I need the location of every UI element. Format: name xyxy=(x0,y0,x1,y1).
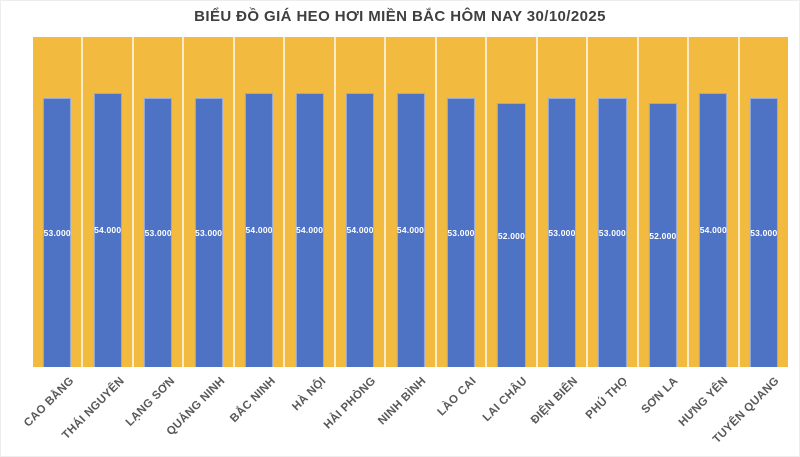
bar-value-label: 53.000 xyxy=(43,227,71,238)
bar-value-label: 54.000 xyxy=(396,225,425,236)
chart-column: 52.000 xyxy=(636,37,687,367)
bar-value-label: 52.000 xyxy=(649,230,677,241)
price-bar: 53.000 xyxy=(43,97,72,367)
bar-value-label: 53.000 xyxy=(598,227,626,238)
x-axis-label: BẮC NINH xyxy=(228,375,278,425)
price-bar: 54.000 xyxy=(699,92,728,367)
price-bar: 52.000 xyxy=(497,103,526,367)
chart-column: 54.000 xyxy=(232,37,283,367)
price-bar: 53.000 xyxy=(194,97,223,367)
price-bar: 54.000 xyxy=(93,92,122,367)
bar-value-label: 53.000 xyxy=(750,227,778,238)
chart-column: 53.000 xyxy=(586,37,636,367)
x-axis-label: ĐIỆN BIÊN xyxy=(528,375,580,427)
chart-column: 53.000 xyxy=(535,37,586,367)
price-bar: 54.000 xyxy=(295,92,324,367)
price-bar: 53.000 xyxy=(749,97,778,367)
bar-value-label: 52.000 xyxy=(497,230,526,241)
price-bar: 53.000 xyxy=(144,97,173,367)
price-bar: 53.000 xyxy=(446,97,476,367)
bar-value-label: 54.000 xyxy=(245,225,273,236)
chart-column: 53.000 xyxy=(737,37,788,367)
chart-title: BIỂU ĐỒ GIÁ HEO HƠI MIỀN BẮC HÔM NAY 30/… xyxy=(194,8,606,25)
x-axis-label: CAO BẰNG xyxy=(22,375,77,430)
x-axis-label: LAI CHÂU xyxy=(480,375,530,425)
plot-area: 53.000 54.000 53.000 53.000 54.000 54.000 54.0… xyxy=(33,37,788,367)
chart-column: 54.000 xyxy=(384,37,434,367)
bar-value-label: 54.000 xyxy=(295,225,324,236)
chart-column: 52.000 xyxy=(485,37,535,367)
x-axis-labels: CAO BẰNG THÁI NGUYÊN LẠNG SƠN QUẢNG NINH BẮC… xyxy=(22,373,788,456)
bar-value-label: 53.000 xyxy=(144,227,172,238)
bar-value-label: 53.000 xyxy=(195,227,223,238)
chart-column: 54.000 xyxy=(687,37,737,367)
x-axis-label: PHÚ THỌ xyxy=(583,375,631,422)
price-bar: 53.000 xyxy=(547,97,576,367)
bar-value-label: 53.000 xyxy=(548,227,576,238)
x-axis-label: HƯNG YÊN xyxy=(677,375,731,429)
bar-value-label: 54.000 xyxy=(699,225,727,236)
chart-column: 53.000 xyxy=(434,37,485,367)
chart-column: 54.000 xyxy=(81,37,131,367)
x-axis-label: LẠNG SƠN xyxy=(123,375,178,429)
x-axis-label: NINH BÌNH xyxy=(376,375,429,428)
x-axis-label: LÀO CAI xyxy=(435,375,480,419)
x-axis-label: SƠN LA xyxy=(639,375,681,417)
x-axis-label: HẢI PHÒNG xyxy=(322,375,379,432)
price-bar: 52.000 xyxy=(648,103,677,367)
chart-column: 54.000 xyxy=(333,37,384,367)
chart-column: 53.000 xyxy=(182,37,232,367)
bar-value-label: 53.000 xyxy=(447,227,475,238)
bar-value-label: 54.000 xyxy=(94,225,122,236)
bar-value-label: 54.000 xyxy=(346,225,374,236)
chart-column: 53.000 xyxy=(131,37,182,367)
chart-column: 54.000 xyxy=(283,37,333,367)
price-bar: 54.000 xyxy=(396,92,425,367)
chart-column: 53.000 xyxy=(33,37,81,367)
price-bar: 54.000 xyxy=(245,92,274,367)
price-bar: 54.000 xyxy=(345,92,375,367)
x-axis-label: HÀ NỘI xyxy=(290,375,329,414)
price-bar: 53.000 xyxy=(598,97,627,367)
